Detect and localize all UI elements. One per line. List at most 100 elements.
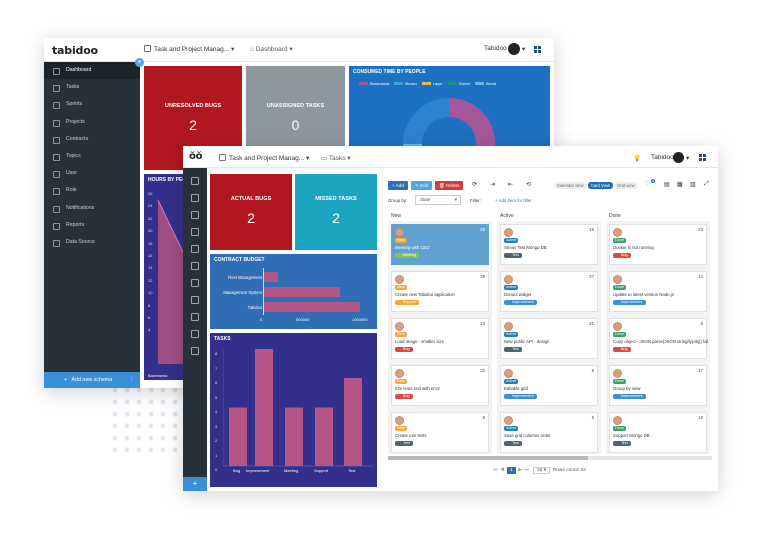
page-size-select[interactable]: 25 ▾: [533, 467, 551, 474]
sidebar-item-notifications[interactable]: Notifications: [44, 200, 140, 217]
sidebar-icon-dashboard[interactable]: [183, 172, 207, 189]
heart-icon[interactable]: ♡: [645, 181, 651, 187]
sidebar-item-topics[interactable]: Topics: [44, 148, 140, 165]
grid-menu-icon[interactable]: [699, 154, 706, 161]
user-name[interactable]: Tabidoo: [484, 45, 507, 52]
add-schema-button[interactable]: + Add new schema ⋮: [44, 372, 140, 388]
sidebar-item-data-source[interactable]: Data Source: [44, 234, 140, 251]
task-card[interactable]: 14 Done Update to latest version Node.js Im…: [609, 271, 707, 312]
sidebar-icon-notifications[interactable]: [183, 308, 207, 325]
task-number: 26: [480, 274, 485, 279]
task-card[interactable]: 24 New Load image - smaller size Bug: [391, 318, 489, 359]
card-title: UNASSIGNED TASKS: [266, 103, 325, 109]
task-card[interactable]: 6 Done Copy object - JSON.parse(JSON.strin…: [609, 318, 708, 359]
column-header: Active: [500, 213, 514, 219]
task-card[interactable]: 22 New e2e tests end with error Bug: [391, 365, 489, 406]
calendar-view-tab[interactable]: Calendar view: [554, 182, 587, 189]
lightbulb-icon[interactable]: 💡: [633, 155, 642, 162]
breadcrumb-project[interactable]: Task and Project Manag... ▾: [219, 154, 309, 162]
sidebar-item-user[interactable]: User: [44, 165, 140, 182]
task-card[interactable]: 17 Done Group by view Improvement: [609, 365, 707, 406]
card-icon[interactable]: ▤: [664, 182, 670, 188]
sidebar-icon-projects[interactable]: [183, 223, 207, 240]
delete-button[interactable]: 🗑 Delete: [435, 181, 464, 190]
sidebar-icon-sprints[interactable]: [183, 206, 207, 223]
task-number: 27: [589, 274, 594, 279]
import-icon[interactable]: ⇥: [490, 182, 496, 188]
horizontal-scrollbar[interactable]: [388, 456, 712, 460]
sidebar-item-sprints[interactable]: Sprints: [44, 96, 140, 113]
grid-menu-icon[interactable]: [534, 46, 541, 53]
avatar: [613, 369, 622, 378]
task-card[interactable]: 26 New Create new Tabidoo application Suppo…: [391, 271, 489, 312]
history-icon[interactable]: ⟲: [526, 182, 532, 188]
y-axis-ticks: 26 24 22 20 18 16 14 12 10 8 6 4: [148, 188, 152, 337]
export-icon[interactable]: ⇤: [508, 182, 514, 188]
fullscreen-icon[interactable]: ⤢: [704, 181, 709, 187]
y-tick: 10: [148, 290, 153, 296]
breadcrumb-view[interactable]: ▭ Tasks ▾: [321, 155, 351, 162]
task-card[interactable]: 5 Active Save grid columns order Test: [500, 412, 598, 453]
state-badge: Done: [613, 379, 627, 384]
sidebar-item-dashboard[interactable]: Dashboard: [44, 62, 140, 80]
sidebar-item-projects[interactable]: Projects: [44, 114, 140, 131]
user-avatar[interactable]: [508, 43, 520, 55]
current-page[interactable]: 1: [506, 467, 516, 474]
add-filter-button[interactable]: + Add item for filter: [495, 198, 532, 203]
y-tick: 0: [215, 467, 218, 472]
task-card[interactable]: 25 New Meeting with CEO Meeting: [391, 224, 489, 265]
sidebar-icon-contracts[interactable]: [183, 240, 207, 257]
sidebar-icon-topics[interactable]: [183, 257, 207, 274]
type-label: Bug: [395, 347, 413, 352]
task-card[interactable]: 15 Active Stress Test Mongo DB Test: [500, 224, 598, 265]
task-card[interactable]: 19 Done Support Mongo DB Test: [609, 412, 707, 453]
add-schema-button[interactable]: +: [183, 477, 207, 491]
task-card[interactable]: 27 Active Donuts widget Improvement: [500, 271, 598, 312]
task-card[interactable]: 8 Active Editable grid Improvement: [500, 365, 598, 406]
sidebar-icon-reports[interactable]: [183, 325, 207, 342]
sidebar-icon-user[interactable]: [183, 274, 207, 291]
sidebar: +: [183, 168, 207, 491]
x-axis-label: Banmanna: [148, 373, 168, 378]
sidebar-icon-role[interactable]: [183, 291, 207, 308]
sidebar-icon-tasks[interactable]: [183, 189, 207, 206]
contract-row-label: Tabidoo: [247, 305, 262, 310]
first-page-button[interactable]: ⏮: [493, 468, 498, 473]
edit-button[interactable]: ✎ Edit: [411, 181, 433, 190]
sidebar-item-contracts[interactable]: Contracts: [44, 131, 140, 148]
next-page-button[interactable]: ▶: [518, 468, 522, 473]
tasks-bar-chart: [223, 349, 373, 467]
task-card[interactable]: 6 New Create e2e tests Test: [391, 412, 489, 453]
task-title: Editable grid: [504, 386, 528, 391]
grid-view-tab[interactable]: Grid view: [614, 182, 638, 189]
layout-icon[interactable]: ▥: [690, 182, 696, 188]
refresh-icon[interactable]: ⟳: [472, 182, 478, 188]
chevron-down-icon: ▾: [454, 197, 457, 202]
avatar: [613, 322, 622, 331]
card-view-tab[interactable]: Card View: [587, 182, 613, 189]
user-avatar[interactable]: [673, 152, 684, 163]
task-card[interactable]: 21 Active New public API - design Test: [500, 318, 598, 359]
add-button[interactable]: + Add: [388, 181, 408, 190]
task-title: Meeting with CEO: [395, 245, 430, 250]
prev-page-button[interactable]: ◀: [500, 468, 505, 473]
table-icon[interactable]: ▦: [677, 182, 683, 188]
sidebar-item-role[interactable]: Role: [44, 182, 140, 199]
plus-badge[interactable]: +: [135, 58, 144, 67]
task-number: 19: [698, 415, 703, 420]
sidebar-icon-data-source[interactable]: [183, 342, 207, 359]
y-tick: 5: [215, 394, 218, 400]
group-by-select[interactable]: State ▾: [415, 195, 461, 205]
task-card[interactable]: 23 Done Docker is not running Bug: [609, 224, 707, 265]
sidebar-item-reports[interactable]: Reports: [44, 217, 140, 234]
user-name[interactable]: Tabidoo: [651, 154, 674, 161]
breadcrumb-project[interactable]: Task and Project Manag... ▾: [144, 45, 234, 53]
chevron-down-icon[interactable]: ▾: [686, 155, 690, 162]
breadcrumb-view[interactable]: ⌂ Dashboard ▾: [250, 46, 293, 53]
last-page-button[interactable]: ⏭: [524, 468, 529, 473]
task-number: 25: [480, 227, 485, 232]
filter-label: Filter:: [470, 198, 481, 203]
card-value: 2: [332, 210, 340, 226]
chevron-down-icon[interactable]: ▾: [522, 46, 526, 53]
sidebar-item-tasks[interactable]: Tasks: [44, 79, 140, 96]
